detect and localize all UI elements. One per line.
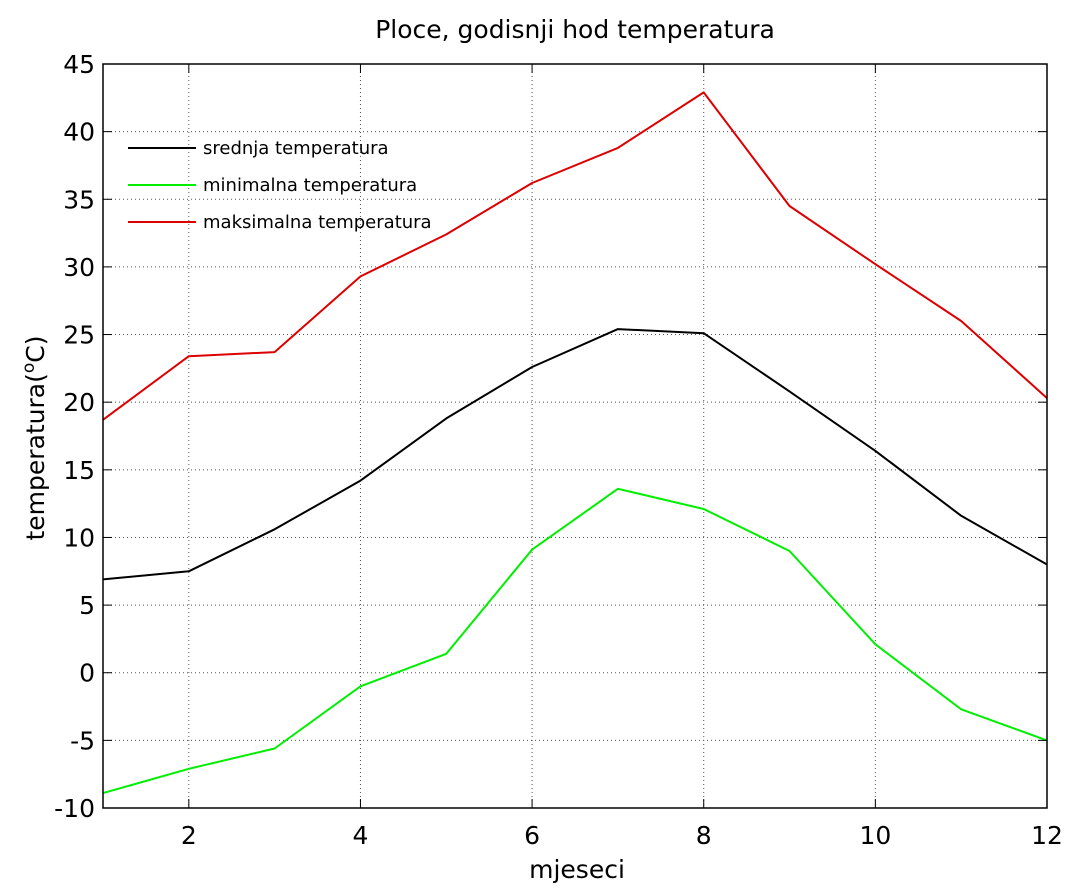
y-axis-label-text: temperatura( [21,373,50,540]
legend-label: srednja temperatura [203,138,389,159]
legend-label: minimalna temperatura [203,175,417,196]
y-tick-label: 5 [79,591,95,620]
series-line [102,91,1048,421]
x-tick-label: 8 [696,821,712,850]
y-tick-label: 10 [63,523,95,552]
y-tick-label: 0 [79,659,95,688]
plot-frame [102,63,1048,809]
x-tick-label: 6 [524,821,540,850]
y-tick-label: 35 [63,185,95,214]
series-lines [102,91,1048,795]
y-tick-label: -5 [70,726,95,755]
series-line [102,328,1048,581]
y-tick-label: 30 [63,253,95,282]
y-tick-label: 40 [63,118,95,147]
y-tick-label: 25 [63,321,95,350]
y-tick-label: 15 [63,456,95,485]
legend: srednja temperatura minimalna temperatura… [128,138,432,233]
y-axis-label-superscript: o [19,363,39,373]
x-tick-label: 10 [859,821,891,850]
y-tick-label: -10 [54,794,95,823]
chart-title: Ploce, godisnji hod temperatura [375,15,775,44]
legend-label: maksimalna temperatura [203,212,432,233]
series-line [102,487,1048,795]
x-tick-label: 12 [1031,821,1063,850]
x-tick-label: 4 [353,821,369,850]
y-axis-label: temperatura(oC) [19,335,50,540]
y-tick-label: 20 [63,388,95,417]
y-axis-label-unit: C) [21,335,50,362]
x-axis-label: mjeseci [529,855,625,884]
x-tick-label: 2 [181,821,197,850]
y-tick-label: 45 [63,50,95,79]
axis-ticks: 2 4 6 8 10 12 -10 -5 0 5 10 15 20 25 30 35 40 45 [54,50,1063,850]
